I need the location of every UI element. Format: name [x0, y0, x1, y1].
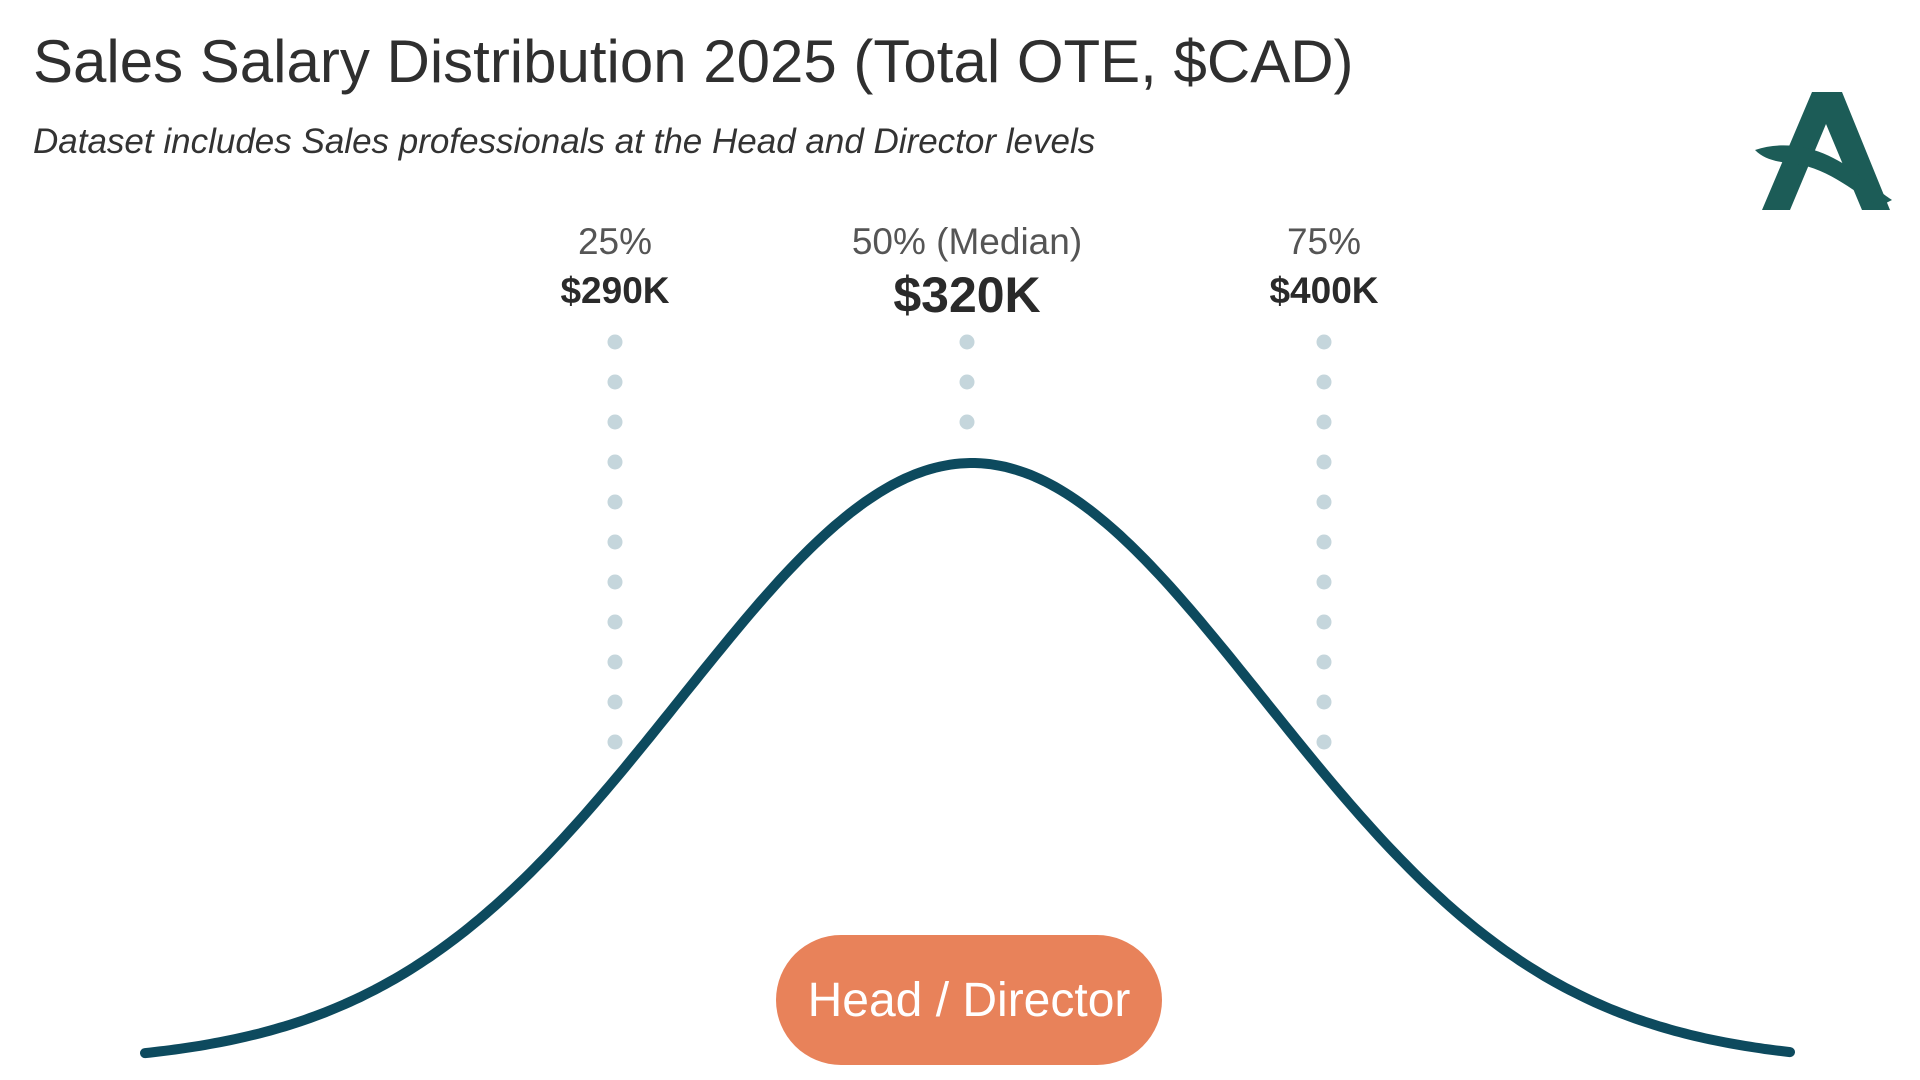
percentile-label: 25% — [578, 221, 652, 262]
percentile-label: 75% — [1287, 221, 1361, 262]
subtitle: Dataset includes Sales professionals at … — [33, 122, 1095, 161]
percentile-value: $400K — [1269, 270, 1378, 311]
logo — [1755, 92, 1892, 210]
badge-text: Head / Director — [808, 974, 1131, 1027]
percentile-value: $320K — [893, 267, 1040, 323]
percentile-label: 50% (Median) — [852, 221, 1082, 262]
distribution-curve — [140, 458, 1795, 1059]
percentile-lines — [607, 334, 1332, 787]
title: Sales Salary Distribution 2025 (Total OT… — [33, 28, 1354, 95]
percentile-value: $290K — [560, 270, 669, 311]
percentile-labels: 25% $290K 50% (Median) $320K 75% $400K — [560, 221, 1378, 323]
badge — [776, 935, 1162, 1065]
